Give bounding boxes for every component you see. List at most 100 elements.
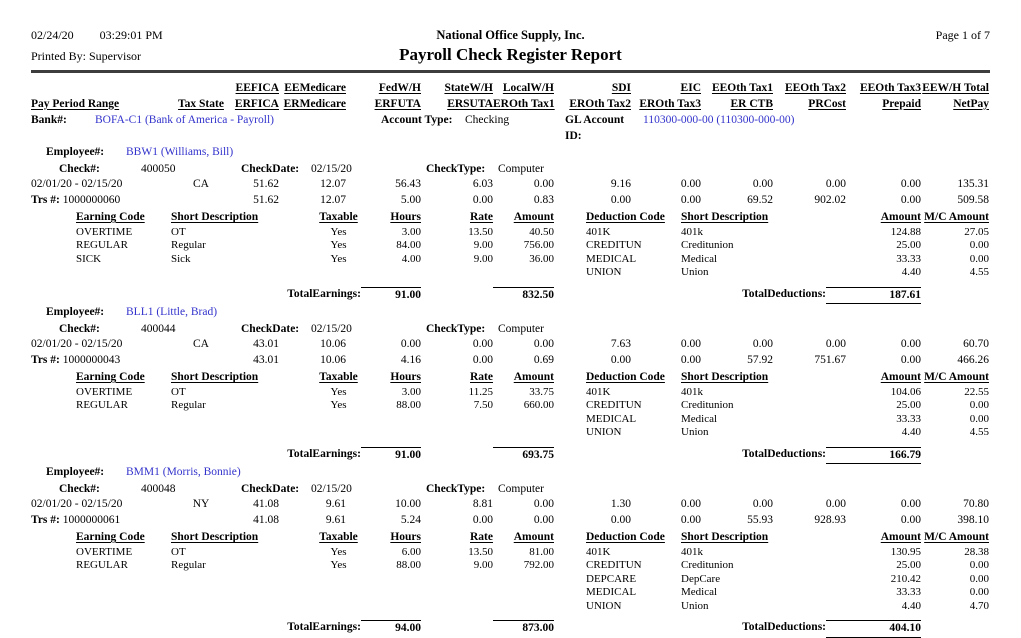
hours-header: Hours [390, 211, 421, 223]
deduction-amount: 33.33 [896, 252, 921, 265]
deduction-amount: 4.40 [901, 266, 921, 278]
deduction-code: MEDICAL [586, 412, 637, 425]
deduction-code: CREDITUN [586, 239, 642, 251]
prepaid-value: 0.00 [900, 353, 921, 366]
earning-hours: 3.00 [401, 225, 421, 238]
hours-header: Hours [390, 531, 421, 543]
page-number: Page 1 of 7 [935, 28, 990, 42]
deduction-amount: 4.40 [901, 426, 921, 438]
deduction-code: CREDITUN [586, 559, 642, 571]
col-sdi: SDI [611, 82, 631, 94]
er-medicare-value: 10.06 [320, 353, 346, 366]
deduction-code: MEDICAL [586, 252, 637, 265]
earning-desc-header: Short Description [171, 211, 259, 223]
ee-oth-tax3-value: 0.00 [900, 178, 921, 190]
ee-medicare-value: 10.06 [320, 338, 346, 350]
check-info-row: Check#: 400048 CheckDate: 02/15/20 Check… [31, 481, 990, 498]
er-medicare-value: 12.07 [320, 193, 346, 206]
mc-amount-header: M/C Amount [924, 371, 989, 383]
deduction-desc-header: Short Description [681, 211, 769, 223]
deduction-mc-amount: 0.00 [969, 239, 989, 251]
employee-label: Employee#: [46, 306, 105, 318]
bank-id-link[interactable]: BOFA-C1 (Bank of America - Payroll) [95, 114, 274, 126]
total-deductions-label: TotalDeductions: [742, 287, 826, 300]
earning-rate: 9.00 [473, 559, 493, 571]
deduction-desc: 401k [681, 545, 703, 558]
check-number: 400048 [141, 482, 176, 495]
total-deductions-value: 187.61 [826, 286, 921, 304]
deduction-amount-header: Amount [880, 371, 921, 383]
er-ctb-value: 55.93 [747, 513, 773, 526]
deduction-desc: Medical [681, 586, 718, 598]
total-deductions-value: 166.79 [826, 446, 921, 464]
employee-id-row: Employee#: BBW1 (Williams, Bill) [31, 144, 990, 161]
total-deductions-label: TotalDeductions: [742, 447, 826, 460]
check-type-label: CheckType: [426, 322, 486, 335]
check-type: Computer [498, 482, 544, 495]
check-date-label: CheckDate: [241, 162, 300, 175]
col-ee-oth-tax2: EEOth Tax2 [784, 82, 846, 94]
deduction-code-header: Deduction Code [586, 211, 665, 223]
col-tax-state: Tax State [178, 97, 224, 110]
total-deductions-value: 404.10 [826, 620, 921, 638]
er-oth-tax2-value: 0.00 [610, 193, 631, 206]
pay-period-range: 02/01/20 - 02/15/20 [31, 178, 123, 190]
local-wh-value: 0.00 [533, 338, 554, 350]
employee-id-link[interactable]: BBW1 (Williams, Bill) [126, 146, 234, 158]
state-wh-value: 6.03 [472, 178, 493, 190]
earning-desc: Regular [171, 399, 206, 411]
employee-block: Employee#: BMM1 (Morris, Bonnie) Check#:… [31, 464, 990, 638]
detail-rows: OVERTIME OT Yes 3.00 11.25 33.75 401K 401k 104.0… [31, 386, 990, 440]
er-futa-value: 5.00 [400, 193, 421, 206]
employee-id-row: Employee#: BLL1 (Little, Brad) [31, 304, 990, 321]
deduction-desc: Creditunion [681, 239, 734, 251]
ee-fica-value: 43.01 [253, 338, 279, 350]
trs-number: 1000000060 [62, 193, 121, 206]
earning-hours: 4.00 [401, 252, 421, 265]
check-type: Computer [498, 322, 544, 335]
employee-id-link[interactable]: BMM1 (Morris, Bonnie) [126, 466, 241, 478]
detail-rows: OVERTIME OT Yes 3.00 13.50 40.50 401K 401k 124.8… [31, 226, 990, 280]
earning-amount: 660.00 [523, 399, 554, 411]
hours-header: Hours [390, 371, 421, 383]
earning-desc: Regular [171, 559, 206, 571]
deduction-code: MEDICAL [586, 586, 637, 598]
total-deductions-label: TotalDeductions: [742, 621, 826, 633]
deduction-code: 401K [586, 385, 611, 398]
deduction-amount-header: Amount [880, 211, 921, 223]
trs-label: Trs #: [31, 193, 60, 206]
gl-account-id-link[interactable]: 110300-000-00 (110300-000-00) [643, 114, 795, 126]
sdi-value: 9.16 [610, 178, 631, 190]
col-state-wh: StateW/H [444, 82, 493, 94]
deduction-desc: Union [681, 426, 709, 438]
earning-desc-header: Short Description [171, 371, 259, 383]
earning-amount-header: Amount [513, 371, 554, 383]
mc-amount-header: M/C Amount [924, 211, 989, 223]
er-futa-value: 4.16 [400, 353, 421, 366]
earning-rate: 9.00 [473, 239, 493, 251]
ee-medicare-value: 9.61 [325, 498, 346, 510]
ee-oth-tax2-value: 0.00 [825, 498, 846, 510]
deduction-amount: 25.00 [896, 399, 921, 411]
total-earnings-label: TotalEarnings: [287, 287, 361, 300]
earning-code: OVERTIME [76, 385, 133, 398]
eic-value: 0.00 [680, 178, 701, 190]
trs-number: 1000000061 [62, 513, 121, 526]
prepaid-value: 0.00 [900, 513, 921, 526]
deduction-mc-amount: 0.00 [969, 586, 989, 598]
ee-fica-value: 51.62 [253, 178, 279, 190]
ee-oth-tax2-value: 0.00 [825, 178, 846, 190]
ee-wh-total-value: 135.31 [957, 178, 989, 190]
check-date: 02/15/20 [311, 322, 352, 335]
employee-id-link[interactable]: BLL1 (Little, Brad) [126, 306, 218, 318]
er-tax-row: Trs #: 1000000060 51.62 12.07 5.00 0.00 … [31, 193, 990, 209]
deduction-mc-amount: 0.00 [969, 572, 989, 585]
col-net-pay: NetPay [953, 97, 989, 110]
check-type: Computer [498, 162, 544, 175]
deduction-amount: 25.00 [896, 239, 921, 251]
earning-code: REGULAR [76, 239, 128, 251]
employee-label: Employee#: [46, 146, 105, 158]
earning-taxable: Yes [330, 225, 347, 238]
earning-taxable: Yes [330, 239, 347, 251]
